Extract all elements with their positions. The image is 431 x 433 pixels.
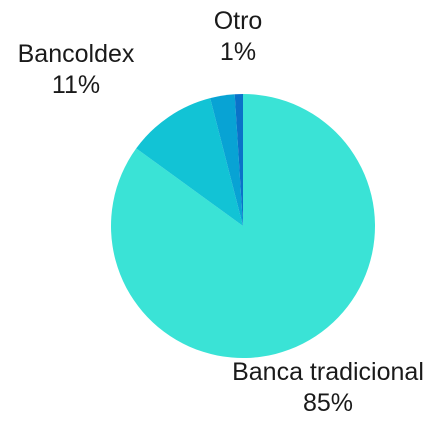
slice-percent-banca-tradicional: 85%: [302, 389, 354, 417]
slice-name-banca-tradicional: Banca tradicional: [232, 358, 424, 386]
slice-label-bancoldex: Bancoldex 11%: [6, 39, 146, 101]
slice-label-otro: Otro 1%: [206, 6, 270, 68]
pie-slice-banca-tradicional: [110, 94, 375, 358]
pie-slice-otro: [234, 93, 243, 226]
pie-slice-slice-2: [210, 94, 243, 226]
slice-name-bancoldex: Bancoldex: [17, 40, 135, 68]
slice-name-otro: Otro: [213, 7, 263, 35]
pie-slice-bancoldex: [136, 98, 243, 226]
slice-percent-bancoldex: 11%: [51, 71, 101, 99]
slice-percent-otro: 1%: [219, 38, 257, 66]
slice-label-banca-tradicional: Banca tradicional 85%: [225, 357, 431, 419]
